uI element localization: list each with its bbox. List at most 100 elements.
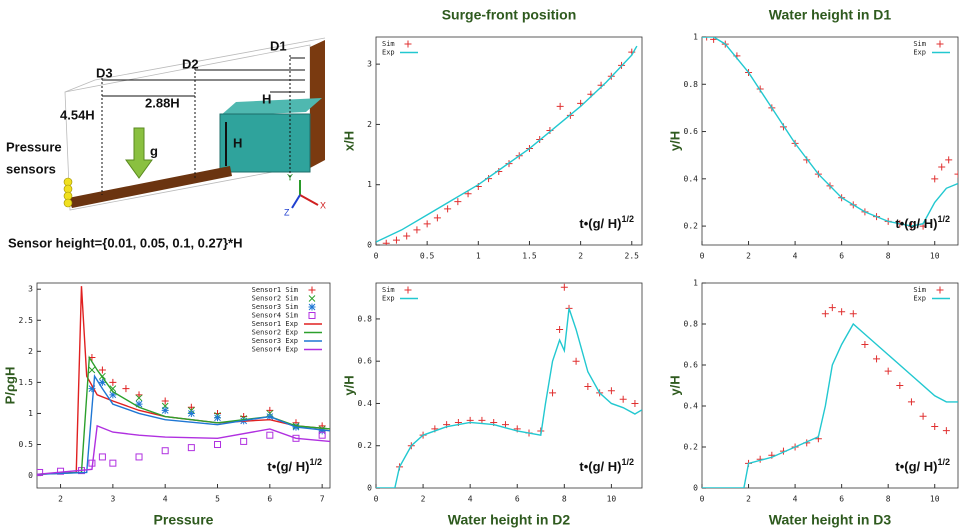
data-point [98,378,106,386]
annotation-text: t•(g/ H) [579,459,621,474]
x-tick-label: 4 [163,495,168,504]
x-tick-label: 8 [886,252,891,261]
y-tick-label: 0.6 [684,127,699,136]
data-point [931,175,939,183]
data-point [135,400,143,408]
y-tick-label: 0 [28,471,33,480]
legend-marker [308,312,316,319]
legend-label: Exp [382,49,395,57]
legend-label: Sensor2 Exp [252,329,298,337]
x-tick-label: 6 [839,495,844,504]
y-tick-label: 0.2 [684,443,699,452]
plot-frame [701,282,959,489]
x-tick-label: 10 [930,495,940,504]
data-point [109,385,117,392]
chart-title: Water height in D3 [769,512,892,528]
label: X [320,200,326,210]
y-axis-label: y/H [667,131,682,151]
y-tick-label: 1 [693,279,698,288]
data-point [896,382,904,389]
label: D3 [96,65,113,80]
dimension-lines [101,55,305,195]
data-point [122,385,130,393]
label: sensors [6,161,56,176]
annotation-sup: 1/2 [309,457,322,467]
y-tick-label: 0 [367,241,372,250]
data-point [560,283,568,291]
data-point [861,341,869,348]
data-point [884,367,892,375]
annotation-sup: 1/2 [937,457,950,467]
x-tick-label: 10 [607,495,617,504]
plot-area [702,304,958,488]
tank-edge [94,37,326,81]
legend-label: Exp [913,49,926,57]
y-tick-label: 3 [367,60,372,69]
plot-frame [375,282,643,489]
y-tick-label: 0.8 [684,80,699,89]
chart-title: Water height in D1 [769,7,892,23]
label: Z [284,207,290,217]
x-tick-label: 2 [58,495,63,504]
data-point [37,468,44,476]
label: 2.88H [145,95,180,110]
data-point [954,170,958,178]
data-line [37,286,330,476]
axis-arrow [291,194,301,209]
x-tick-label: 1 [476,252,481,261]
y-tick-label: 2.5 [19,316,34,325]
x-tick-label: 4 [793,252,798,261]
data-point [135,391,143,399]
y-tick-label: 1 [28,409,33,418]
label: H [233,135,242,150]
x-tick-label: 2 [578,252,583,261]
plot-area [37,286,330,476]
data-point [57,467,65,475]
legend-label: Sensor1 Sim [252,286,298,294]
label: D2 [182,56,199,71]
legend-label: Sim [913,40,926,48]
x-tick-label: 6 [839,252,844,261]
annotation-text: t•(g/ H) [267,459,309,474]
data-point [266,431,274,439]
sensors [63,177,73,208]
annotation: t•(g/ H)1/2 [895,457,950,474]
data-point [135,394,143,402]
data-point [109,391,117,399]
data-point [109,378,117,386]
legend-label: Sensor4 Sim [252,312,298,320]
y-axis-label: y/H [667,375,682,395]
legend-marker [936,286,944,294]
label: Sensor height={0.01, 0.05, 0.1, 0.27}*H [8,235,242,250]
x-tick-label: 2.5 [625,252,640,261]
data-point [433,214,441,222]
y-tick-label: 1 [693,33,698,42]
data-point [318,431,326,439]
annotation: t•(g/ H)1/2 [579,214,634,231]
annotation-sup: 1/2 [621,214,634,224]
plot-frame [36,282,331,489]
x-tick-label: 0 [374,495,379,504]
data-point [931,423,939,430]
legend-label: Sim [913,286,926,294]
data-line [37,374,330,476]
data-point [607,387,615,395]
x-tick-label: 6 [267,495,272,504]
legend-marker [404,286,412,294]
diagram: D1 D2 D3 H 2.88H 4.54H g H Pressure sens… [6,37,326,250]
x-tick-label: 3 [110,495,115,504]
legend-label: Sensor3 Sim [252,303,298,311]
data-point [703,37,711,41]
legend-marker [308,295,316,302]
data-point [919,412,927,420]
legend-marker [308,303,316,311]
legend-label: Sensor1 Exp [252,320,298,328]
legend-marker [936,40,944,48]
annotation-sup: 1/2 [621,457,634,467]
y-tick-label: 0.4 [684,402,699,411]
y-tick-label: 0.2 [358,441,373,450]
y-tick-label: 0.6 [358,357,373,366]
x-tick-label: 0 [700,252,705,261]
label: D1 [270,38,287,53]
